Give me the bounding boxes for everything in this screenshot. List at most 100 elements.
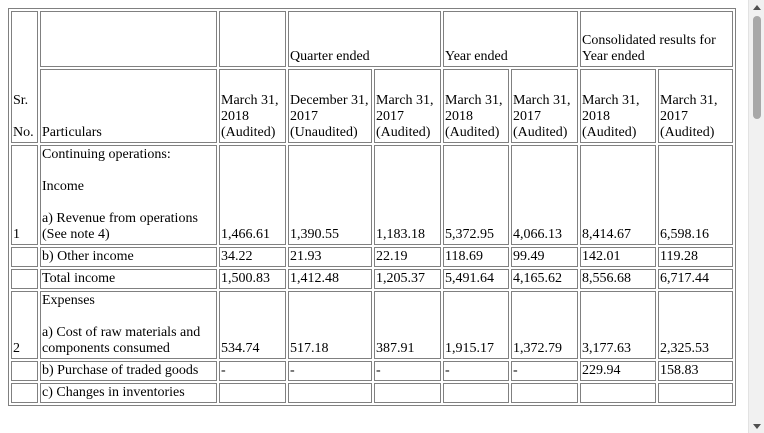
- value-cell: [443, 383, 509, 403]
- value-cell: 534.74: [219, 291, 286, 359]
- value-cell: 158.83: [658, 361, 733, 381]
- value-cell: 1,500.83: [219, 269, 286, 289]
- column-date: March 31, 2017: [513, 93, 571, 124]
- sr-cell: [11, 247, 38, 267]
- value-cell: 21.93: [288, 247, 372, 267]
- value-cell: 99.49: [511, 247, 578, 267]
- value-cell: 1,205.37: [374, 269, 441, 289]
- column-header: March 31, 2018 (Audited): [580, 69, 656, 143]
- value-cell: 8,414.67: [580, 145, 656, 245]
- value-cell: -: [288, 361, 372, 381]
- table-row-changes-inventories: c) Changes in inventories: [11, 383, 733, 403]
- value-cell: 1,412.48: [288, 269, 372, 289]
- column-status: (Unaudited): [290, 125, 358, 140]
- particulars-header-blank: [40, 11, 217, 67]
- column-date: March 31, 2017: [376, 93, 434, 124]
- scroll-down-icon[interactable]: [749, 419, 764, 433]
- value-cell: 119.28: [658, 247, 733, 267]
- table-row-revenue: 1 Continuing operations: Income a) Revenue…: [11, 145, 733, 245]
- value-cell: 142.01: [580, 247, 656, 267]
- value-cell: 22.19: [374, 247, 441, 267]
- value-cell: -: [374, 361, 441, 381]
- sr-cell: 1: [11, 145, 38, 245]
- column-status: (Audited): [582, 125, 637, 140]
- particulars-cell: Expenses a) Cost of raw materials and com…: [40, 291, 217, 359]
- sr-cell: 2: [11, 291, 38, 359]
- column-date: December 31, 2017: [290, 93, 369, 124]
- column-header: March 31, 2017 (Audited): [374, 69, 441, 143]
- column-header: March 31, 2017 (Audited): [658, 69, 733, 143]
- value-cell: -: [219, 361, 286, 381]
- value-cell: 387.91: [374, 291, 441, 359]
- value-cell: 118.69: [443, 247, 509, 267]
- value-cell: [288, 383, 372, 403]
- table-row-total-income: Total income 1,500.83 1,412.48 1,205.37 …: [11, 269, 733, 289]
- value-cell: [374, 383, 441, 403]
- scroll-up-icon[interactable]: [749, 0, 764, 14]
- particulars-cell: Continuing operations: Income a) Revenue f…: [40, 145, 217, 245]
- revenue-label: a) Revenue from operations (See note 4): [42, 211, 198, 242]
- sr-header-line2: No.: [13, 125, 34, 140]
- column-status: (Audited): [445, 125, 500, 140]
- value-cell: 5,372.95: [443, 145, 509, 245]
- expenses-label: Expenses: [42, 293, 95, 308]
- sr-cell: [11, 361, 38, 381]
- value-cell: -: [443, 361, 509, 381]
- particulars-cell: b) Purchase of traded goods: [40, 361, 217, 381]
- table-row-traded-goods: b) Purchase of traded goods - - - - - 22…: [11, 361, 733, 381]
- value-cell: 229.94: [580, 361, 656, 381]
- column-date: March 31, 2018: [582, 93, 640, 124]
- column-status: (Audited): [660, 125, 715, 140]
- sr-header-line1: Sr.: [13, 93, 29, 108]
- value-cell: 34.22: [219, 247, 286, 267]
- column-status: (Audited): [376, 125, 431, 140]
- value-cell: [658, 383, 733, 403]
- column-date: March 31, 2017: [660, 93, 718, 124]
- value-cell: 517.18: [288, 291, 372, 359]
- quarter-ended-header: Quarter ended: [288, 11, 441, 67]
- value-cell: -: [511, 361, 578, 381]
- raw-materials-label: a) Cost of raw materials and components …: [42, 325, 201, 356]
- column-header: December 31, 2017 (Unaudited): [288, 69, 372, 143]
- vertical-scrollbar[interactable]: [748, 0, 764, 433]
- financial-results-table: Sr. No. Quarter ended Year ended Consolid…: [8, 8, 736, 406]
- value-cell: 6,598.16: [658, 145, 733, 245]
- sr-number: 2: [13, 341, 20, 356]
- value-cell: 1,372.79: [511, 291, 578, 359]
- value-cell: 1,915.17: [443, 291, 509, 359]
- continuing-operations-label: Continuing operations:: [42, 147, 171, 162]
- particulars-cell: Total income: [40, 269, 217, 289]
- column-header: March 31, 2017 (Audited): [511, 69, 578, 143]
- scrollbar-thumb[interactable]: [753, 16, 761, 119]
- column-date: March 31, 2018: [221, 93, 279, 124]
- value-cell: 1,183.18: [374, 145, 441, 245]
- value-cell: 2,325.53: [658, 291, 733, 359]
- income-label: Income: [42, 179, 84, 194]
- value-cell: [219, 383, 286, 403]
- value-cell: 5,491.64: [443, 269, 509, 289]
- particulars-header: Particulars: [40, 69, 217, 143]
- value-cell: 8,556.68: [580, 269, 656, 289]
- header-row-1: Sr. No. Quarter ended Year ended Consolid…: [11, 11, 733, 143]
- value-cell: 3,177.63: [580, 291, 656, 359]
- column-status: (Audited): [221, 125, 276, 140]
- quarter-blank-header: [219, 11, 286, 67]
- value-cell: [580, 383, 656, 403]
- value-cell: 1,466.61: [219, 145, 286, 245]
- value-cell: [511, 383, 578, 403]
- particulars-cell: c) Changes in inventories: [40, 383, 217, 403]
- column-header: March 31, 2018 (Audited): [443, 69, 509, 143]
- value-cell: 6,717.44: [658, 269, 733, 289]
- table-row-other-income: b) Other income 34.22 21.93 22.19 118.69…: [11, 247, 733, 267]
- sr-cell: [11, 383, 38, 403]
- header-row-2: Particulars March 31, 2018 (Audited) Dece…: [11, 69, 733, 143]
- table-row-raw-materials: 2 Expenses a) Cost of raw materials and c…: [11, 291, 733, 359]
- sr-cell: [11, 269, 38, 289]
- column-header: March 31, 2018 (Audited): [219, 69, 286, 143]
- column-status: (Audited): [513, 125, 568, 140]
- particulars-cell: b) Other income: [40, 247, 217, 267]
- value-cell: 4,165.62: [511, 269, 578, 289]
- value-cell: 4,066.13: [511, 145, 578, 245]
- sr-no-header: Sr. No.: [11, 11, 38, 143]
- column-date: March 31, 2018: [445, 93, 503, 124]
